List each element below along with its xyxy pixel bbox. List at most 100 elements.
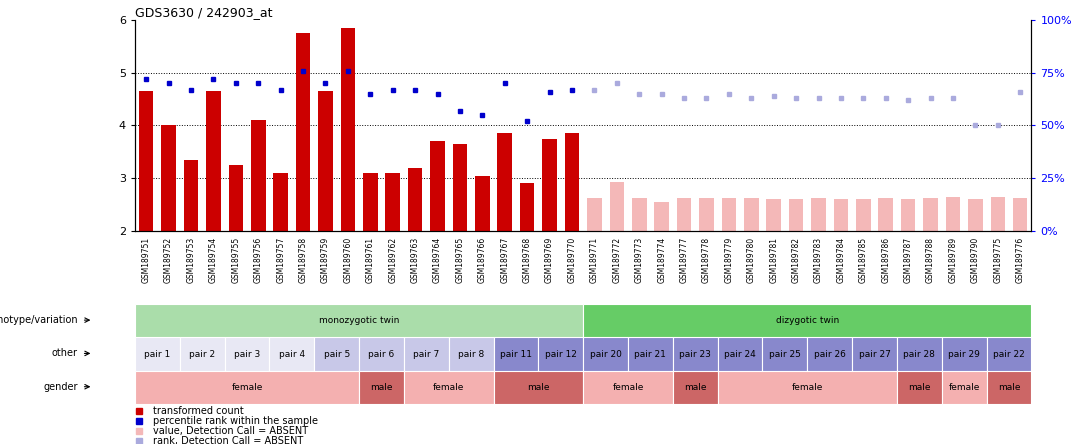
Bar — [206, 91, 220, 231]
Bar — [538, 337, 583, 371]
Text: pair 1: pair 1 — [145, 349, 171, 359]
Bar — [542, 139, 557, 231]
Text: pair 29: pair 29 — [948, 349, 981, 359]
Text: female: female — [612, 383, 644, 392]
Bar — [834, 199, 848, 231]
Bar — [363, 173, 378, 231]
Bar — [588, 198, 602, 231]
Bar — [901, 199, 916, 231]
Text: other: other — [52, 349, 78, 358]
Text: pair 2: pair 2 — [189, 349, 215, 359]
Bar — [359, 371, 404, 404]
Bar — [430, 141, 445, 231]
Bar — [946, 197, 960, 231]
Bar — [968, 199, 983, 231]
Bar — [878, 198, 893, 231]
Bar — [229, 165, 243, 231]
Text: pair 21: pair 21 — [634, 349, 666, 359]
Bar — [314, 337, 359, 371]
Bar — [767, 199, 781, 231]
Text: pair 25: pair 25 — [769, 349, 801, 359]
Bar — [494, 337, 538, 371]
Text: pair 4: pair 4 — [279, 349, 305, 359]
Text: genotype/variation: genotype/variation — [0, 315, 78, 325]
Bar — [721, 198, 737, 231]
Bar — [494, 371, 583, 404]
Text: male: male — [684, 383, 706, 392]
Text: female: female — [792, 383, 823, 392]
Bar — [717, 337, 762, 371]
Bar — [386, 173, 400, 231]
Bar — [179, 337, 225, 371]
Bar — [319, 91, 333, 231]
Bar — [987, 337, 1031, 371]
Bar — [807, 337, 852, 371]
Bar — [1013, 198, 1027, 231]
Bar — [896, 371, 942, 404]
Bar — [453, 144, 468, 231]
Text: pair 6: pair 6 — [368, 349, 394, 359]
Bar — [251, 120, 266, 231]
Text: transformed count: transformed count — [153, 406, 244, 416]
Bar — [498, 133, 512, 231]
Text: pair 5: pair 5 — [324, 349, 350, 359]
Text: male: male — [527, 383, 550, 392]
Text: pair 8: pair 8 — [458, 349, 484, 359]
Bar — [632, 198, 647, 231]
Bar — [677, 198, 691, 231]
Bar — [654, 202, 669, 231]
Bar — [811, 198, 826, 231]
Bar — [449, 337, 494, 371]
Bar — [475, 175, 489, 231]
Text: pair 23: pair 23 — [679, 349, 712, 359]
Text: pair 11: pair 11 — [500, 349, 532, 359]
Text: value, Detection Call = ABSENT: value, Detection Call = ABSENT — [153, 426, 308, 436]
Bar — [519, 183, 535, 231]
Text: GDS3630 / 242903_at: GDS3630 / 242903_at — [135, 6, 272, 19]
Bar — [699, 198, 714, 231]
Bar — [762, 337, 807, 371]
Bar — [788, 199, 804, 231]
Bar — [673, 337, 717, 371]
Text: male: male — [370, 383, 393, 392]
Bar — [852, 337, 896, 371]
Text: percentile rank within the sample: percentile rank within the sample — [153, 416, 318, 426]
Text: female: female — [948, 383, 980, 392]
Bar — [609, 182, 624, 231]
Bar — [404, 337, 449, 371]
Text: dizygotic twin: dizygotic twin — [775, 316, 839, 325]
Bar — [404, 371, 494, 404]
Bar — [296, 33, 310, 231]
Text: rank, Detection Call = ABSENT: rank, Detection Call = ABSENT — [153, 436, 303, 444]
Text: pair 28: pair 28 — [903, 349, 935, 359]
Text: pair 27: pair 27 — [859, 349, 891, 359]
Bar — [990, 197, 1005, 231]
Bar — [942, 337, 986, 371]
Bar — [896, 337, 942, 371]
Bar — [565, 133, 579, 231]
Text: pair 7: pair 7 — [414, 349, 440, 359]
Bar — [923, 198, 937, 231]
Text: monozygotic twin: monozygotic twin — [319, 316, 400, 325]
Bar — [583, 337, 629, 371]
Bar — [629, 337, 673, 371]
Bar — [583, 304, 1031, 337]
Bar — [184, 160, 199, 231]
Bar — [673, 371, 717, 404]
Text: female: female — [231, 383, 262, 392]
Text: pair 12: pair 12 — [544, 349, 577, 359]
Text: male: male — [908, 383, 931, 392]
Bar — [270, 337, 314, 371]
Text: female: female — [433, 383, 464, 392]
Text: gender: gender — [43, 382, 78, 392]
Bar — [135, 371, 359, 404]
Text: pair 20: pair 20 — [590, 349, 622, 359]
Bar — [583, 371, 673, 404]
Bar — [225, 337, 270, 371]
Bar — [273, 173, 288, 231]
Bar — [135, 337, 179, 371]
Bar — [340, 28, 355, 231]
Text: pair 26: pair 26 — [813, 349, 846, 359]
Text: male: male — [998, 383, 1021, 392]
Bar — [408, 168, 422, 231]
